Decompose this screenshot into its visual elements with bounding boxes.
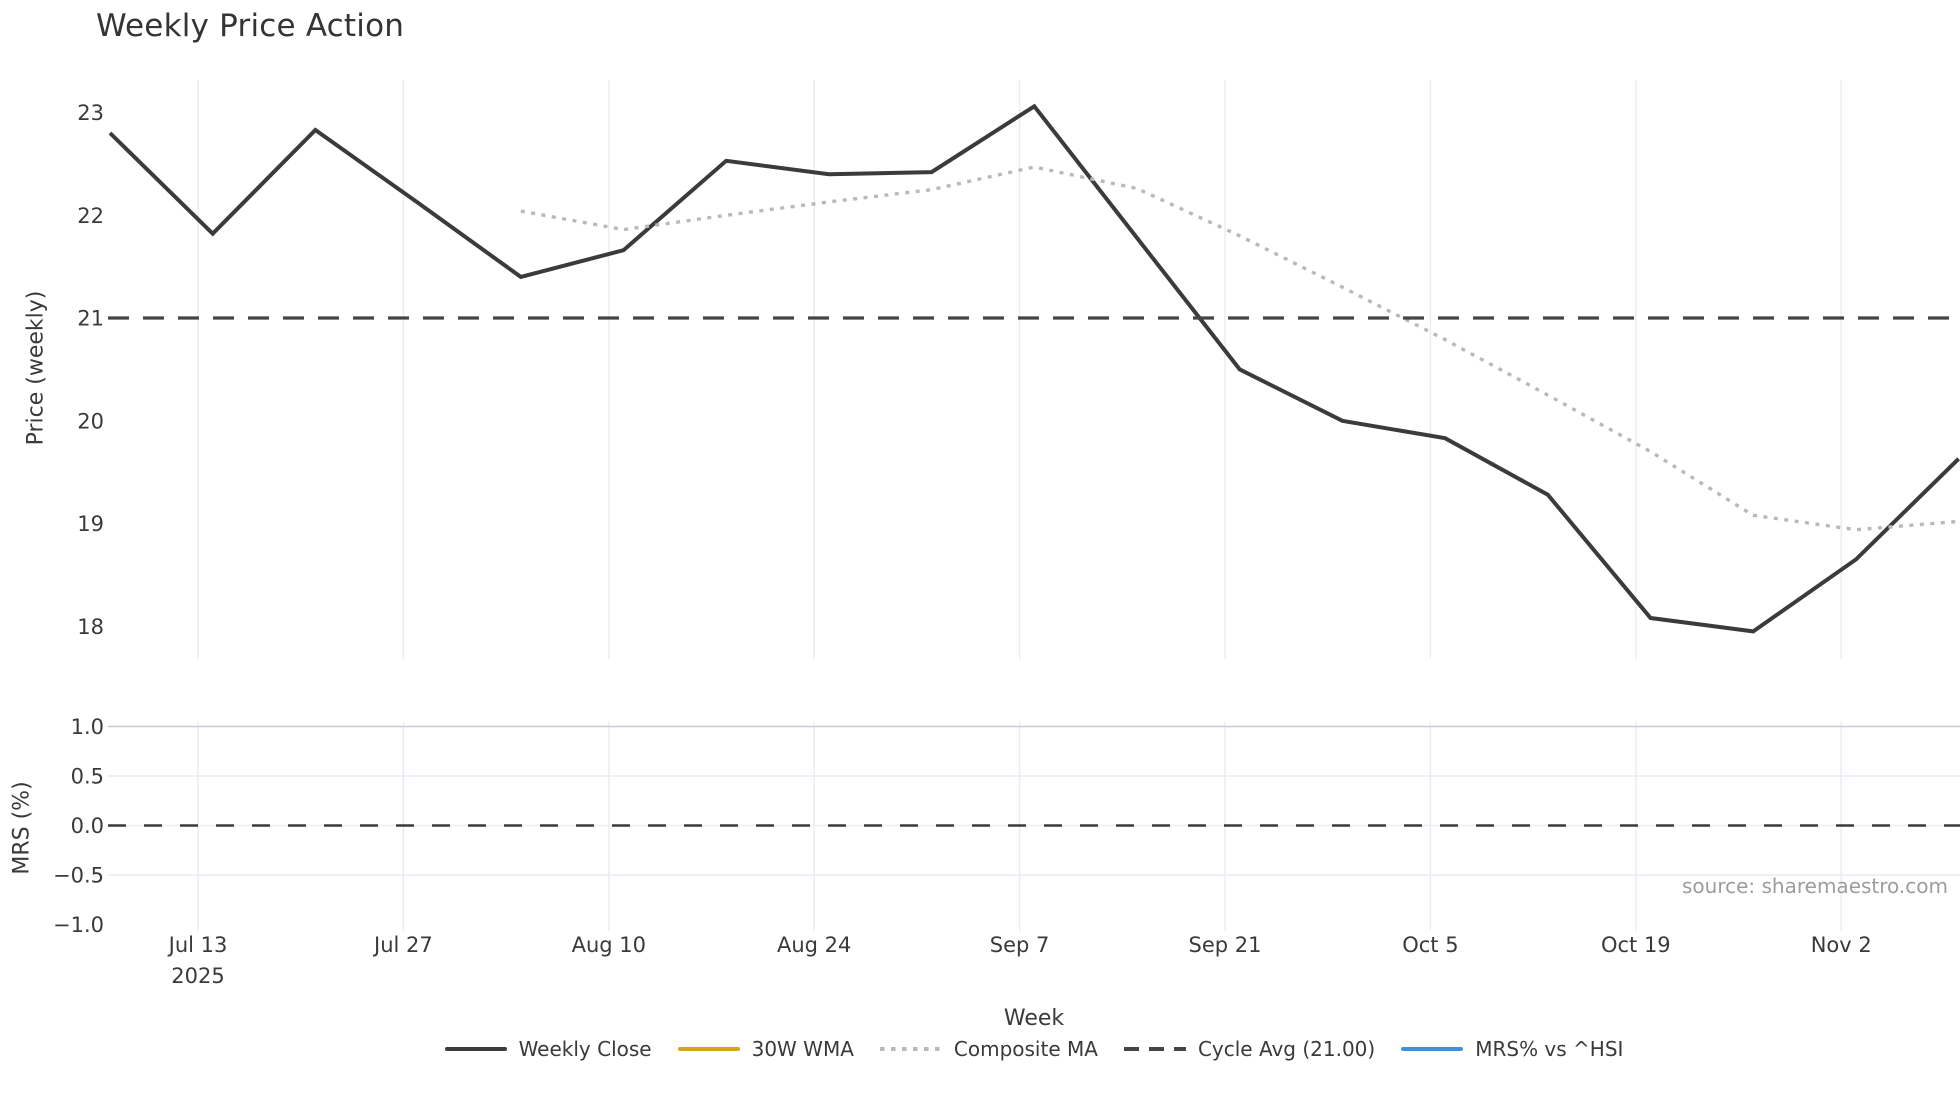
legend-swatch-weekly-close xyxy=(444,1047,507,1051)
x-tick-label: Nov 2 xyxy=(1811,933,1872,957)
legend-item-30w-wma: 30W WMA xyxy=(677,1037,854,1061)
source-credit: source: sharemaestro.com xyxy=(1682,874,1948,898)
legend-swatch-composite-ma xyxy=(879,1047,942,1051)
price-tick-label: 19 xyxy=(77,512,104,536)
legend-label-30w-wma: 30W WMA xyxy=(751,1037,854,1061)
x-tick-label: Jul 27 xyxy=(372,933,433,957)
x-tick-label: Sep 21 xyxy=(1189,933,1262,957)
x-tick-year-label: 2025 xyxy=(171,964,224,988)
x-tick-label: Oct 5 xyxy=(1402,933,1458,957)
series-composite-ma xyxy=(520,165,1959,532)
x-tick-label: Aug 24 xyxy=(777,933,851,957)
price-tick-label: 20 xyxy=(77,409,104,433)
price-tick-label: 23 xyxy=(77,101,104,125)
mrs-tick-label: 0.0 xyxy=(71,814,104,838)
price-tick-label: 22 xyxy=(77,204,104,228)
legend-swatch-30w-wma xyxy=(677,1047,740,1051)
mrs-tick-label: −1.0 xyxy=(53,913,104,937)
price-tick-label: 18 xyxy=(77,615,104,639)
price-tick-label: 21 xyxy=(77,307,104,331)
x-tick-label: Aug 10 xyxy=(572,933,646,957)
legend-swatch-mrs-vs-hsi xyxy=(1401,1047,1464,1051)
mrs-axis-label: MRS (%) xyxy=(9,781,35,875)
legend-item-mrs-vs-hsi: MRS% vs ^HSI xyxy=(1401,1037,1623,1061)
legend-item-composite-ma: Composite MA xyxy=(879,1037,1098,1061)
legend-item-cycle-avg-21-00: Cycle Avg (21.00) xyxy=(1123,1037,1376,1061)
legend-label-mrs-vs-hsi: MRS% vs ^HSI xyxy=(1475,1037,1624,1061)
legend-swatch-cycle-avg-21-00 xyxy=(1123,1047,1186,1051)
mrs-tick-label: 1.0 xyxy=(71,715,104,739)
legend-label-cycle-avg-21-00: Cycle Avg (21.00) xyxy=(1197,1037,1376,1061)
chart-title: Weekly Price Action xyxy=(96,8,405,44)
price-axis-label: Price (weekly) xyxy=(23,290,49,446)
series-weekly-close xyxy=(108,103,1960,634)
x-axis-label: Week xyxy=(1003,1006,1065,1031)
legend-item-weekly-close: Weekly Close xyxy=(444,1037,652,1061)
legend: Weekly Close 30W WMA Composite MA Cycle Avg… xyxy=(0,1037,1960,1061)
x-tick-label: Sep 7 xyxy=(990,933,1050,957)
x-tick-label: Jul 13 xyxy=(167,933,228,957)
legend-label-weekly-close: Weekly Close xyxy=(518,1037,652,1061)
x-tick-label: Oct 19 xyxy=(1601,933,1671,957)
legend-label-composite-ma: Composite MA xyxy=(953,1037,1098,1061)
mrs-tick-label: 0.5 xyxy=(71,765,104,789)
mrs-tick-label: −0.5 xyxy=(53,864,104,888)
